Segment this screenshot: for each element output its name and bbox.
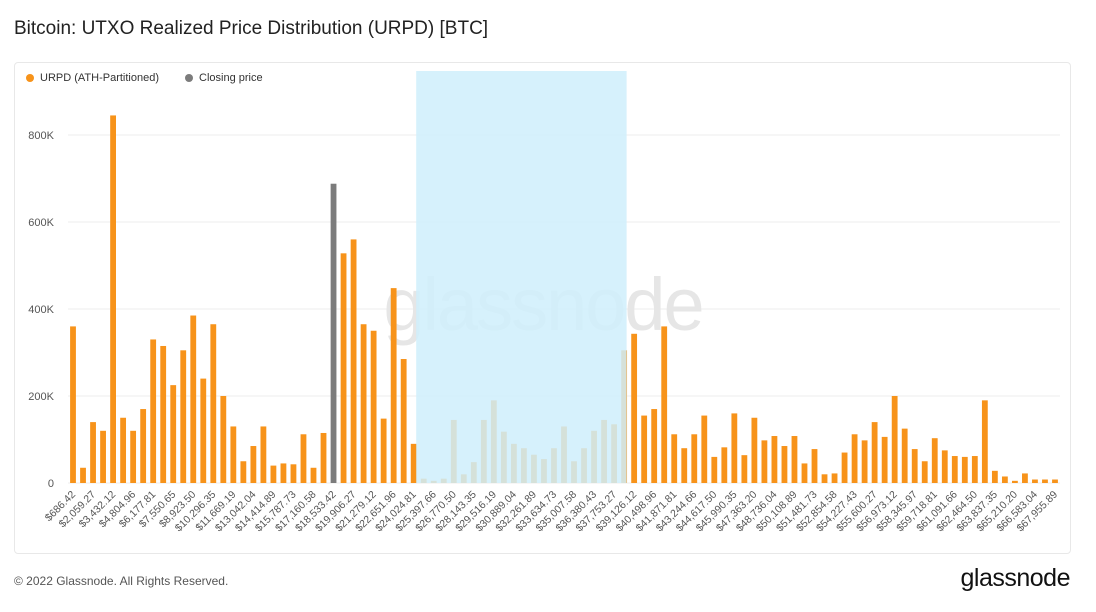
urpd-bar bbox=[390, 288, 397, 483]
y-tick-label: 800K bbox=[28, 130, 54, 142]
urpd-bar bbox=[711, 456, 718, 483]
urpd-bar bbox=[701, 415, 708, 483]
chart-title: Bitcoin: UTXO Realized Price Distributio… bbox=[14, 18, 489, 39]
urpd-bar bbox=[761, 440, 768, 483]
urpd-bar bbox=[671, 434, 678, 483]
urpd-bar bbox=[751, 417, 758, 483]
urpd-bar bbox=[981, 400, 988, 483]
urpd-bar bbox=[350, 239, 357, 483]
urpd-bar bbox=[190, 315, 197, 483]
urpd-bar bbox=[220, 396, 227, 483]
copyright-footer: © 2022 Glassnode. All Rights Reserved. bbox=[14, 574, 229, 588]
urpd-bar bbox=[300, 434, 307, 483]
urpd-bar bbox=[410, 443, 417, 483]
urpd-bar bbox=[1022, 473, 1028, 483]
urpd-bar bbox=[991, 470, 998, 483]
urpd-bar bbox=[651, 409, 658, 483]
urpd-bar bbox=[340, 253, 347, 483]
urpd-bar bbox=[140, 409, 147, 483]
urpd-bar bbox=[1012, 480, 1018, 483]
urpd-bar bbox=[280, 463, 287, 483]
urpd-bar bbox=[310, 467, 317, 483]
urpd-bar bbox=[230, 426, 237, 483]
highlight-region bbox=[416, 71, 627, 483]
urpd-bar bbox=[901, 428, 908, 484]
urpd-bar bbox=[891, 396, 898, 483]
urpd-bar bbox=[70, 326, 76, 483]
urpd-bar bbox=[881, 436, 888, 483]
closing-price-bar bbox=[330, 183, 337, 483]
urpd-bar bbox=[851, 434, 858, 483]
urpd-bar bbox=[771, 436, 778, 483]
urpd-bar bbox=[1032, 479, 1038, 483]
urpd-bar bbox=[951, 456, 958, 483]
urpd-bar bbox=[260, 426, 267, 483]
urpd-bar bbox=[801, 463, 808, 483]
urpd-bar bbox=[691, 434, 698, 483]
urpd-bar bbox=[380, 418, 387, 483]
urpd-bar bbox=[831, 473, 838, 483]
y-tick-label: 400K bbox=[28, 304, 54, 316]
legend-item-urpd[interactable]: URPD (ATH-Partitioned) bbox=[26, 72, 159, 84]
urpd-bar bbox=[641, 415, 648, 483]
urpd-bar bbox=[160, 345, 167, 483]
urpd-bar bbox=[791, 436, 798, 483]
closing-price-dot-icon bbox=[185, 74, 193, 82]
urpd-bar bbox=[931, 438, 938, 483]
urpd-bar bbox=[360, 324, 367, 483]
urpd-bar bbox=[90, 422, 96, 483]
urpd-bar bbox=[661, 326, 668, 483]
urpd-bar bbox=[941, 450, 948, 484]
urpd-bar bbox=[320, 432, 327, 483]
urpd-bar bbox=[250, 446, 257, 483]
urpd-bar bbox=[921, 461, 928, 483]
urpd-bar bbox=[210, 324, 217, 483]
urpd-bar bbox=[370, 330, 377, 483]
urpd-bar bbox=[861, 440, 868, 483]
urpd-bar bbox=[400, 359, 407, 483]
urpd-bar bbox=[781, 446, 788, 483]
urpd-bar bbox=[731, 413, 738, 483]
y-tick-label: 0 bbox=[48, 478, 54, 490]
urpd-bar bbox=[290, 464, 297, 483]
urpd-bar bbox=[200, 378, 207, 483]
legend-label-urpd: URPD (ATH-Partitioned) bbox=[40, 72, 159, 84]
urpd-bar bbox=[80, 467, 86, 483]
urpd-dot-icon bbox=[26, 74, 34, 82]
urpd-bar bbox=[240, 461, 247, 483]
legend-item-closing-price[interactable]: Closing price bbox=[185, 72, 263, 84]
urpd-bar bbox=[270, 465, 277, 483]
urpd-bar bbox=[871, 422, 878, 483]
legend-label-closing-price: Closing price bbox=[199, 72, 263, 84]
urpd-bar bbox=[130, 430, 137, 483]
urpd-bar bbox=[681, 448, 688, 483]
urpd-bar bbox=[1042, 479, 1048, 483]
urpd-bar bbox=[741, 455, 748, 483]
urpd-bar bbox=[841, 452, 848, 483]
urpd-bar bbox=[821, 474, 828, 483]
urpd-bar bbox=[961, 456, 968, 483]
urpd-bar bbox=[150, 339, 157, 483]
urpd-bar bbox=[631, 333, 638, 483]
y-tick-label: 600K bbox=[28, 217, 54, 229]
y-tick-label: 200K bbox=[28, 391, 54, 403]
urpd-bar bbox=[1001, 476, 1008, 483]
urpd-bar bbox=[100, 430, 106, 483]
urpd-bar bbox=[971, 456, 978, 483]
urpd-bar bbox=[170, 385, 177, 484]
urpd-bar bbox=[180, 350, 187, 483]
urpd-bar bbox=[120, 417, 127, 483]
glassnode-logo: glassnode bbox=[960, 564, 1071, 592]
legend: URPD (ATH-Partitioned) Closing price bbox=[26, 72, 263, 84]
urpd-bar bbox=[811, 449, 818, 483]
urpd-bar bbox=[721, 447, 728, 483]
urpd-bar bbox=[1052, 479, 1058, 483]
urpd-bar bbox=[911, 449, 918, 483]
urpd-bar bbox=[110, 115, 116, 484]
